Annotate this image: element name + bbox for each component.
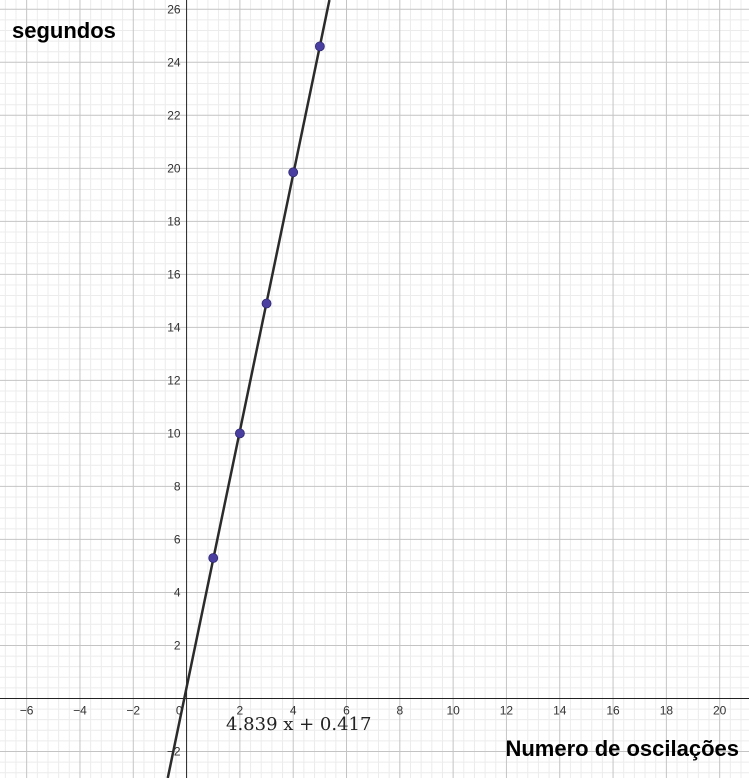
data-point [261, 298, 272, 309]
x-tick-label: 16 [606, 703, 620, 717]
y-tick-label: 12 [167, 373, 181, 387]
data-point [208, 553, 219, 563]
y-tick-label: 4 [174, 585, 181, 599]
x-tick-label: 2 [237, 703, 244, 717]
x-tick-label: 8 [396, 703, 403, 717]
y-tick-label: 18 [167, 214, 181, 228]
fit-line [166, 0, 331, 778]
y-tick-label: 16 [167, 267, 181, 281]
y-tick-label: 20 [167, 161, 181, 175]
x-tick-label: 0 [176, 703, 183, 717]
y-tick-label: 2 [174, 638, 181, 652]
data-point [314, 41, 325, 52]
fit-equation-label: 4.839 x + 0.417 [226, 714, 372, 735]
tick-labels: −6−4−202468101214161820−2246810121416182… [20, 2, 727, 758]
y-tick-label: 6 [174, 532, 181, 546]
x-tick-label: 18 [660, 703, 674, 717]
fit-line-group [166, 0, 331, 778]
y-tick-label: 10 [167, 426, 181, 440]
y-tick-label: 24 [167, 55, 181, 69]
x-tick-label: 4 [290, 703, 297, 717]
x-tick-label: −2 [126, 703, 140, 717]
data-point [234, 428, 245, 439]
y-axis-label: segundos [12, 18, 116, 43]
x-tick-label: −6 [20, 703, 34, 717]
x-tick-label: 12 [500, 703, 514, 717]
y-tick-label: 14 [167, 320, 181, 334]
x-tick-label: 6 [343, 703, 350, 717]
x-tick-label: 10 [446, 703, 460, 717]
data-point [288, 167, 299, 178]
x-tick-label: 14 [553, 703, 567, 717]
x-tick-label: −4 [73, 703, 87, 717]
y-tick-label: 22 [167, 108, 181, 122]
x-tick-label: 20 [713, 703, 727, 717]
data-points-group [208, 41, 325, 563]
x-axis-label: Numero de oscilações [505, 736, 739, 761]
y-tick-label: 8 [174, 479, 181, 493]
y-tick-label: 26 [167, 2, 181, 16]
